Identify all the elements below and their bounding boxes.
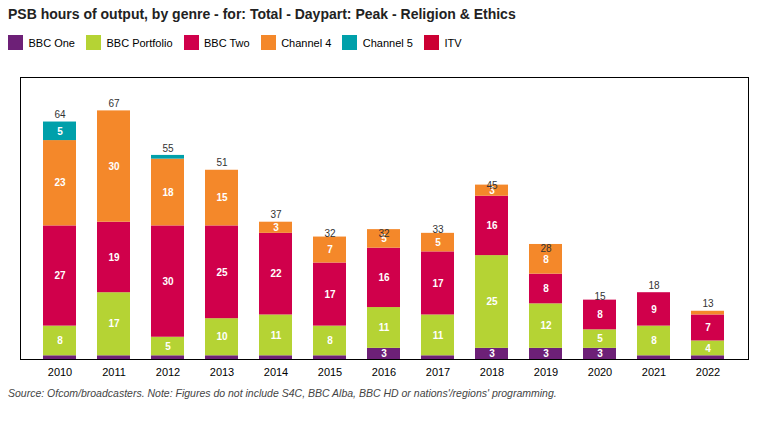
svg-text:7: 7 <box>705 322 711 333</box>
html-text:Channel 5: Channel 5 <box>362 36 413 49</box>
html-text:Channel 4: Channel 4 <box>281 36 332 49</box>
svg-text:45: 45 <box>486 179 498 190</box>
svg-text:16: 16 <box>486 220 498 231</box>
svg-text:2017: 2017 <box>426 366 450 378</box>
svg-text:18: 18 <box>162 186 174 197</box>
svg-text:11: 11 <box>433 329 444 340</box>
svg-text:13: 13 <box>702 298 714 309</box>
svg-text:23: 23 <box>54 177 66 188</box>
svg-text:37: 37 <box>270 209 282 220</box>
html-text:ITV: ITV <box>444 36 462 49</box>
svg-text:2019: 2019 <box>534 366 558 378</box>
svg-text:2018: 2018 <box>480 366 504 378</box>
svg-text:55: 55 <box>162 142 174 153</box>
svg-text:15: 15 <box>216 192 228 203</box>
svg-text:11: 11 <box>379 322 390 333</box>
svg-text:8: 8 <box>651 335 657 346</box>
svg-text:25: 25 <box>486 296 498 307</box>
svg-text:17: 17 <box>324 288 336 299</box>
svg-text:2021: 2021 <box>642 366 666 378</box>
html-text:PSB hours of output, by genre: PSB hours of output, by genre - for: Tot… <box>8 6 516 22</box>
svg-text:64: 64 <box>54 109 66 120</box>
svg-text:51: 51 <box>216 157 228 168</box>
svg-text:10: 10 <box>216 331 228 342</box>
svg-text:2020: 2020 <box>588 366 612 378</box>
html-text:BBC Two: BBC Two <box>204 36 250 49</box>
svg-text:4: 4 <box>705 342 711 353</box>
svg-text:33: 33 <box>432 224 444 235</box>
html-text:BBC One: BBC One <box>28 36 75 49</box>
svg-text:67: 67 <box>108 98 120 109</box>
svg-text:8: 8 <box>327 335 333 346</box>
svg-text:22: 22 <box>270 268 282 279</box>
svg-text:3: 3 <box>543 348 549 359</box>
svg-text:2013: 2013 <box>210 366 234 378</box>
svg-text:7: 7 <box>327 244 333 255</box>
svg-text:2016: 2016 <box>372 366 396 378</box>
svg-text:3: 3 <box>597 348 603 359</box>
html-text:BBC Portfolio: BBC Portfolio <box>106 36 173 49</box>
svg-text:2014: 2014 <box>264 366 288 378</box>
svg-text:28: 28 <box>540 242 552 253</box>
svg-text:12: 12 <box>540 320 552 331</box>
svg-text:5: 5 <box>597 333 603 344</box>
svg-text:8: 8 <box>57 335 63 346</box>
svg-text:30: 30 <box>108 160 120 171</box>
svg-text:8: 8 <box>543 283 549 294</box>
svg-text:17: 17 <box>432 277 444 288</box>
svg-text:32: 32 <box>378 227 390 238</box>
svg-text:9: 9 <box>651 303 657 314</box>
svg-text:32: 32 <box>324 227 336 238</box>
svg-text:2012: 2012 <box>156 366 180 378</box>
svg-text:19: 19 <box>108 251 120 262</box>
svg-text:30: 30 <box>162 275 174 286</box>
svg-text:15: 15 <box>594 291 606 302</box>
svg-text:5: 5 <box>165 340 171 351</box>
svg-text:27: 27 <box>54 270 66 281</box>
svg-text:11: 11 <box>271 329 282 340</box>
svg-text:5: 5 <box>435 236 441 247</box>
svg-text:18: 18 <box>648 279 660 290</box>
html-text:Source: Ofcom/broadcasters. No: Source: Ofcom/broadcasters. Note: Figure… <box>8 386 557 399</box>
svg-text:17: 17 <box>108 318 120 329</box>
svg-text:25: 25 <box>216 266 228 277</box>
svg-text:3: 3 <box>489 348 495 359</box>
svg-text:3: 3 <box>381 348 387 359</box>
svg-text:5: 5 <box>57 125 63 136</box>
svg-text:2010: 2010 <box>48 366 72 378</box>
svg-text:3: 3 <box>273 221 279 232</box>
svg-text:2011: 2011 <box>102 366 126 378</box>
svg-text:8: 8 <box>597 309 603 320</box>
svg-text:16: 16 <box>378 272 390 283</box>
svg-text:2015: 2015 <box>318 366 342 378</box>
svg-text:8: 8 <box>543 253 549 264</box>
svg-text:2022: 2022 <box>696 366 720 378</box>
